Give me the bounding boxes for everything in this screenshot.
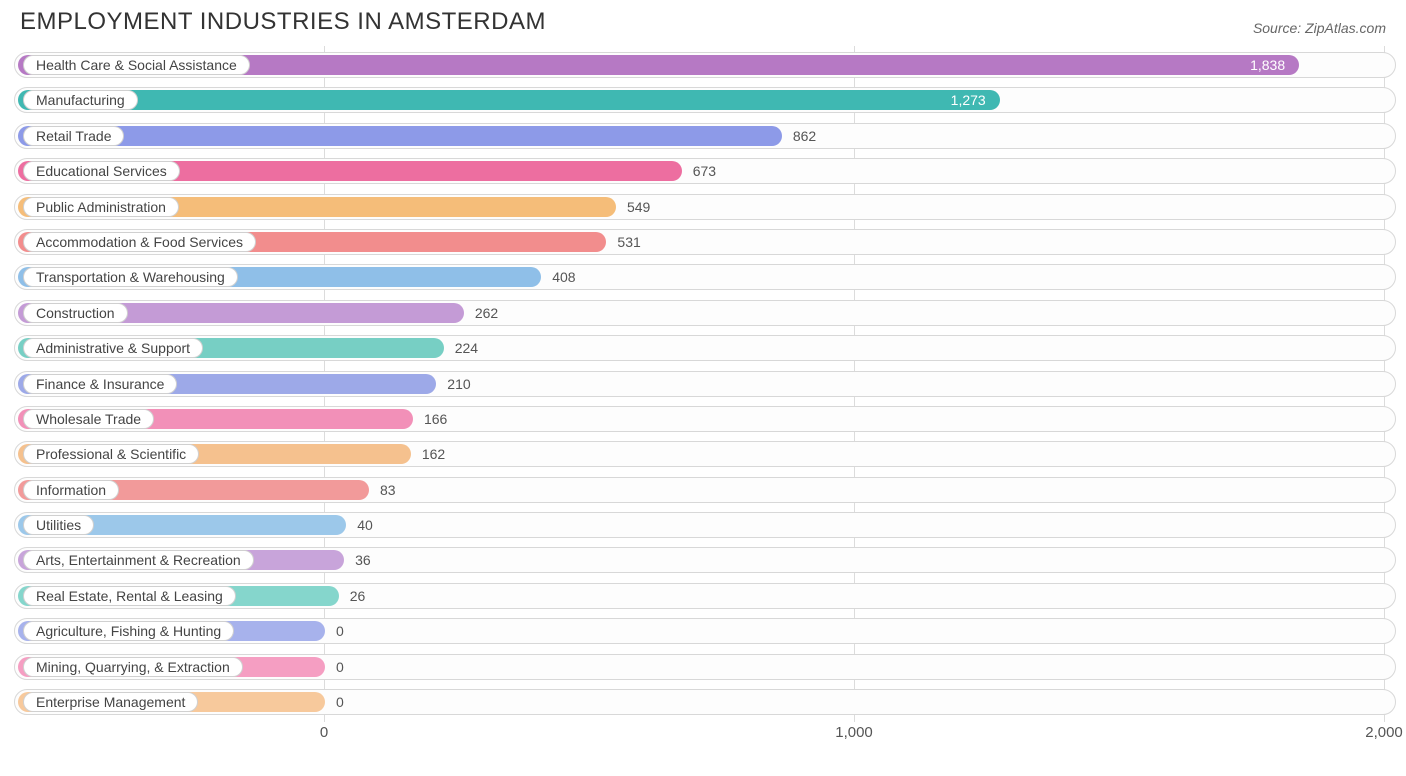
- category-pill: Manufacturing: [23, 90, 138, 110]
- category-pill: Administrative & Support: [23, 338, 203, 358]
- category-label: Mining, Quarrying, & Extraction: [36, 659, 230, 675]
- value-label: 0: [336, 655, 344, 679]
- x-tick-label: 2,000: [1365, 724, 1403, 741]
- bar-row: Construction 262: [14, 300, 1396, 326]
- value-label: 549: [627, 195, 650, 219]
- value-label: 224: [455, 336, 478, 360]
- value-label: 210: [447, 372, 470, 396]
- bar-row: Agriculture, Fishing & Hunting 0: [14, 618, 1396, 644]
- category-label: Utilities: [36, 517, 81, 533]
- category-label: Enterprise Management: [36, 694, 185, 710]
- category-pill: Utilities: [23, 515, 94, 535]
- value-label: 408: [552, 265, 575, 289]
- category-label: Educational Services: [36, 163, 167, 179]
- value-label: 26: [350, 584, 366, 608]
- category-label: Public Administration: [36, 199, 166, 215]
- chart-header: EMPLOYMENT INDUSTRIES IN AMSTERDAM Sourc…: [0, 0, 1406, 40]
- value-label: 673: [693, 159, 716, 183]
- bar-row: Wholesale Trade 166: [14, 406, 1396, 432]
- category-label: Accommodation & Food Services: [36, 234, 243, 250]
- bar-row: Mining, Quarrying, & Extraction 0: [14, 654, 1396, 680]
- bar-row: Public Administration 549: [14, 194, 1396, 220]
- category-pill: Wholesale Trade: [23, 409, 154, 429]
- category-pill: Finance & Insurance: [23, 374, 177, 394]
- bar-row: Enterprise Management 0: [14, 689, 1396, 715]
- category-pill: Construction: [23, 303, 128, 323]
- category-label: Transportation & Warehousing: [36, 269, 225, 285]
- bar-row: Utilities 40: [14, 512, 1396, 538]
- bar-row: Manufacturing 1,273: [14, 87, 1396, 113]
- category-label: Information: [36, 482, 106, 498]
- value-label: 162: [422, 442, 445, 466]
- value-label: 862: [793, 124, 816, 148]
- category-label: Health Care & Social Assistance: [36, 57, 237, 73]
- category-pill: Mining, Quarrying, & Extraction: [23, 657, 243, 677]
- category-label: Professional & Scientific: [36, 446, 186, 462]
- bars-container: Health Care & Social Assistance 1,838 Manu…: [14, 46, 1396, 715]
- category-pill: Professional & Scientific: [23, 444, 199, 464]
- x-tick-label: 0: [320, 724, 328, 741]
- category-label: Agriculture, Fishing & Hunting: [36, 623, 221, 639]
- category-pill: Health Care & Social Assistance: [23, 55, 250, 75]
- category-pill: Agriculture, Fishing & Hunting: [23, 621, 234, 641]
- plot-area: Health Care & Social Assistance 1,838 Manu…: [14, 46, 1396, 746]
- category-label: Arts, Entertainment & Recreation: [36, 552, 241, 568]
- category-label: Administrative & Support: [36, 340, 190, 356]
- bar-row: Retail Trade 862: [14, 123, 1396, 149]
- value-label: 83: [380, 478, 396, 502]
- x-axis: 01,0002,000: [14, 722, 1396, 746]
- category-label: Retail Trade: [36, 128, 111, 144]
- category-pill: Real Estate, Rental & Leasing: [23, 586, 236, 606]
- category-pill: Retail Trade: [23, 126, 124, 146]
- category-pill: Arts, Entertainment & Recreation: [23, 550, 254, 570]
- chart-title: EMPLOYMENT INDUSTRIES IN AMSTERDAM: [20, 8, 546, 36]
- bar-row: Arts, Entertainment & Recreation 36: [14, 547, 1396, 573]
- category-label: Wholesale Trade: [36, 411, 141, 427]
- category-pill: Accommodation & Food Services: [23, 232, 256, 252]
- bar-row: Accommodation & Food Services 531: [14, 229, 1396, 255]
- value-label: 166: [424, 407, 447, 431]
- bar-row: Real Estate, Rental & Leasing 26: [14, 583, 1396, 609]
- value-label: 531: [617, 230, 640, 254]
- bar-row: Educational Services 673: [14, 158, 1396, 184]
- value-label: 1,838: [1250, 53, 1285, 77]
- category-pill: Information: [23, 480, 119, 500]
- bar-row: Professional & Scientific 162: [14, 441, 1396, 467]
- bar-row: Health Care & Social Assistance 1,838: [14, 52, 1396, 78]
- bar-fill: [18, 90, 1000, 110]
- chart-area: Health Care & Social Assistance 1,838 Manu…: [14, 46, 1396, 746]
- category-label: Construction: [36, 305, 115, 321]
- value-label: 262: [475, 301, 498, 325]
- category-label: Finance & Insurance: [36, 376, 164, 392]
- category-label: Real Estate, Rental & Leasing: [36, 588, 223, 604]
- category-pill: Enterprise Management: [23, 692, 198, 712]
- category-pill: Public Administration: [23, 197, 179, 217]
- bar-row: Information 83: [14, 477, 1396, 503]
- category-pill: Transportation & Warehousing: [23, 267, 238, 287]
- bar-fill: [18, 126, 782, 146]
- chart-source: Source: ZipAtlas.com: [1253, 20, 1386, 36]
- value-label: 0: [336, 690, 344, 714]
- value-label: 1,273: [951, 88, 986, 112]
- category-pill: Educational Services: [23, 161, 180, 181]
- x-tick-label: 1,000: [835, 724, 873, 741]
- value-label: 0: [336, 619, 344, 643]
- category-label: Manufacturing: [36, 92, 125, 108]
- bar-row: Finance & Insurance 210: [14, 371, 1396, 397]
- value-label: 40: [357, 513, 373, 537]
- bar-row: Transportation & Warehousing 408: [14, 264, 1396, 290]
- value-label: 36: [355, 548, 371, 572]
- bar-row: Administrative & Support 224: [14, 335, 1396, 361]
